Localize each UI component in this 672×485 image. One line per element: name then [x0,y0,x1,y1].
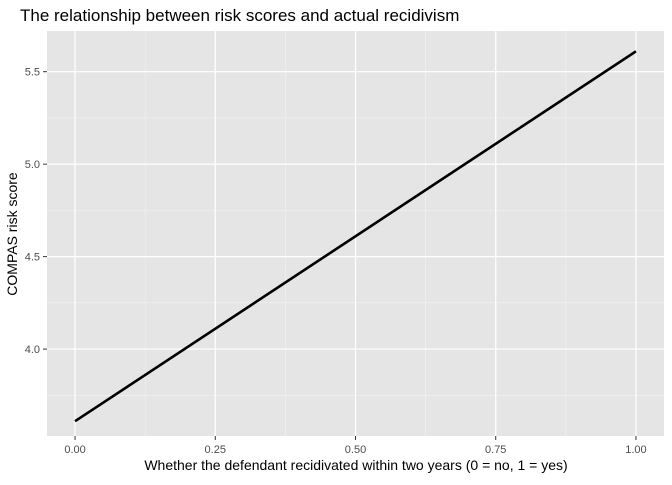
x-tick-label: 0.75 [485,444,506,456]
x-tick-label: 0.00 [64,444,85,456]
series-layer [74,50,637,423]
x-axis: 0.00 0.25 0.50 0.75 1.00 [64,436,647,456]
y-axis-label: COMPAS risk score [4,172,20,296]
major-gridlines [47,31,664,436]
y-tick-label: 4.5 [25,252,40,264]
x-axis-label: Whether the defendant recidivated within… [144,457,567,473]
y-tick-label: 5.5 [25,67,40,79]
y-tick-label: 5.0 [25,159,40,171]
x-tick-label: 0.50 [345,444,366,456]
x-tick-label: 0.25 [205,444,226,456]
y-axis: 4.0 4.5 5.0 5.5 [25,67,47,356]
x-tick-label: 1.00 [625,444,646,456]
y-tick-label: 4.0 [25,344,40,356]
chart-title: The relationship between risk scores and… [20,6,459,25]
series-line [74,50,637,423]
